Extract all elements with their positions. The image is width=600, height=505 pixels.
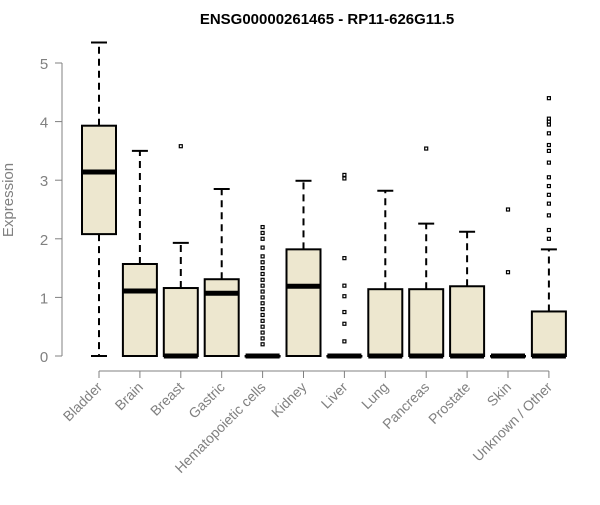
x-tick-label: Breast xyxy=(147,379,187,419)
outlier-point xyxy=(342,309,347,315)
x-tick-label: Kidney xyxy=(268,379,310,421)
outlier-point xyxy=(546,192,552,197)
outlier-point xyxy=(260,342,265,347)
y-tick-label: 4 xyxy=(40,115,48,132)
box-iqr xyxy=(203,278,240,358)
box-liver xyxy=(326,172,363,359)
y-tick-label: 5 xyxy=(40,56,48,73)
outlier-point xyxy=(260,271,265,277)
outlier-point xyxy=(342,172,347,178)
outlier-point xyxy=(260,260,265,265)
box-iqr xyxy=(81,124,117,236)
box-gastric xyxy=(203,187,240,358)
outlier-point xyxy=(342,339,347,344)
outlier-point xyxy=(546,201,552,206)
box-unknown-other xyxy=(530,96,567,359)
outlier-point xyxy=(260,307,265,312)
outlier-point xyxy=(260,318,265,323)
box-series xyxy=(81,41,567,359)
outlier-point xyxy=(342,321,347,326)
y-axis: 0 1 2 3 4 5 xyxy=(40,56,63,366)
outlier-point xyxy=(546,227,552,233)
outlier-point xyxy=(260,224,265,230)
box-pancreas xyxy=(408,146,445,359)
outlier-point xyxy=(546,148,552,153)
outlier-point xyxy=(424,146,429,151)
box-iqr xyxy=(162,287,199,357)
outlier-point xyxy=(260,236,265,241)
box-bladder xyxy=(81,41,117,357)
box-skin xyxy=(490,207,526,359)
x-tick-label: Brain xyxy=(112,379,146,413)
outlier-point xyxy=(260,277,265,282)
outlier-point xyxy=(260,301,265,306)
outlier-point xyxy=(546,142,552,148)
y-tick-label: 3 xyxy=(40,173,48,190)
box-iqr xyxy=(367,288,404,358)
outlier-point xyxy=(546,236,552,241)
outlier-point xyxy=(260,295,265,300)
outlier-point xyxy=(546,131,552,136)
box-prostate xyxy=(449,230,486,359)
y-tick-label: 0 xyxy=(40,349,48,366)
box-iqr xyxy=(285,248,322,358)
outlier-point xyxy=(260,324,265,329)
y-tick-label: 1 xyxy=(40,290,48,307)
x-tick-label: Bladder xyxy=(60,379,106,425)
outlier-point xyxy=(505,207,511,212)
box-kidney xyxy=(285,179,322,358)
outlier-point xyxy=(546,183,552,189)
outlier-point xyxy=(260,266,265,271)
box-iqr xyxy=(121,262,158,357)
outlier-point xyxy=(342,176,347,181)
outlier-point xyxy=(505,270,511,275)
outlier-point xyxy=(342,256,347,261)
outlier-point xyxy=(260,330,265,335)
outlier-point xyxy=(260,245,265,250)
outlier-point xyxy=(260,230,265,236)
outlier-point xyxy=(546,160,552,165)
x-tick-label: Liver xyxy=(318,379,351,412)
outlier-point xyxy=(546,96,552,101)
outlier-point xyxy=(546,175,552,180)
outlier-point xyxy=(260,312,265,318)
outlier-point xyxy=(260,254,265,259)
box-brain xyxy=(121,149,158,357)
box-iqr xyxy=(530,310,567,357)
outlier-point xyxy=(342,294,347,299)
box-iqr xyxy=(408,288,445,358)
box-lung xyxy=(367,189,404,359)
x-tick-label: Lung xyxy=(358,379,391,412)
outlier-point xyxy=(178,144,183,149)
outlier-point xyxy=(260,283,265,288)
outlier-point xyxy=(342,283,347,288)
y-axis-label: Expression xyxy=(0,163,17,237)
y-tick-label: 2 xyxy=(40,232,48,249)
box-breast xyxy=(162,144,199,359)
x-tick-label: Skin xyxy=(484,379,515,410)
chart-title: ENSG00000261465 - RP11-626G11.5 xyxy=(200,11,454,28)
outlier-point xyxy=(546,213,552,218)
box-iqr xyxy=(449,285,486,357)
box-hematopoietic-cells xyxy=(244,224,281,359)
outlier-point xyxy=(260,336,265,341)
outlier-point xyxy=(546,116,552,121)
outlier-point xyxy=(260,289,265,294)
x-tick-label: Prostate xyxy=(425,379,473,427)
